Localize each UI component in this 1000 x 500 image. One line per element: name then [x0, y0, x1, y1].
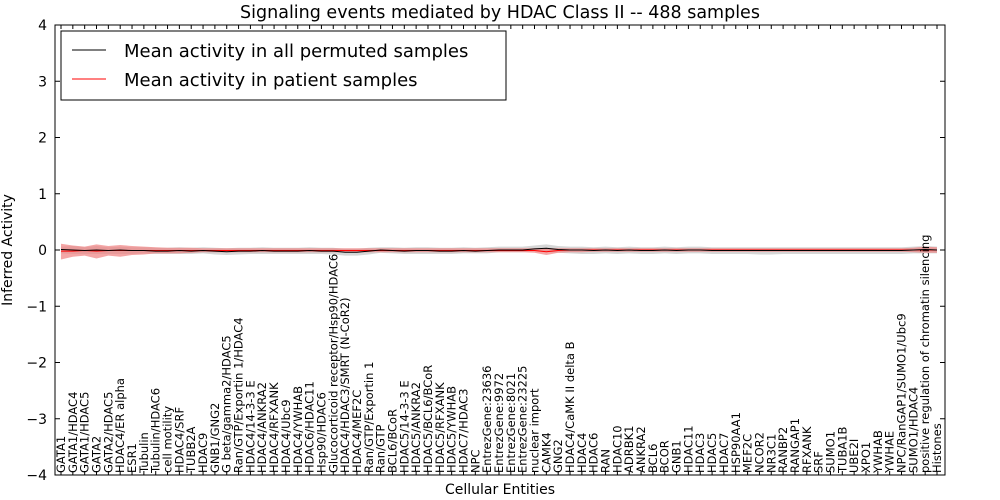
x-axis-label: Cellular Entities [445, 482, 555, 498]
entity-label: HDAC6 [587, 433, 601, 473]
y-tick-label: −4 [26, 468, 47, 484]
entity-label: HDAC3 [693, 433, 707, 473]
entity-label: cell motility [161, 406, 175, 473]
y-tick-label: 3 [38, 74, 47, 90]
entity-label: nuclear import [528, 388, 542, 473]
legend-label-permuted: Mean activity in all permuted samples [124, 41, 468, 62]
entity-label: HDAC5/YWHAB [445, 386, 459, 473]
entity-label: EntrezGene:8021 [504, 373, 518, 473]
entity-label: HDAC4/CaMK II delta B [563, 341, 577, 473]
entity-label: ANKRA2 [634, 426, 648, 473]
entity-label: SUMO1 [823, 431, 837, 473]
entity-label: HDAC5/14-3-3 E [397, 380, 411, 473]
entity-label: HDAC4/Ubc9 [279, 399, 293, 473]
entity-label: HDAC4/MEF2C [350, 390, 364, 473]
entity-label: EntrezGene:9972 [492, 373, 506, 473]
entity-label: NCOR2 [752, 432, 766, 473]
legend-box [60, 30, 507, 101]
permuted-mean-line [60, 247, 938, 253]
entity-label: BCL6 [646, 444, 660, 473]
entity-label: HDAC7/HDAC3 [456, 389, 470, 474]
entity-label: TUBB2A [184, 426, 198, 474]
entity-label: GATA2 [90, 436, 104, 473]
entity-label: HDAC5 [705, 433, 719, 473]
entity-label: EntrezGene:23636 [480, 366, 494, 473]
entity-label: HDAC9 [196, 433, 210, 473]
entity-label: HDAC11 [681, 425, 695, 473]
legend: Mean activity in all permuted samples Me… [60, 30, 507, 101]
y-axis-label: Inferred Activity [0, 194, 16, 306]
y-tick-label: −3 [26, 412, 47, 428]
x-axis: GATA1GATA1/HDAC4GATA1/HDAC5GATA2GATA2/HD… [54, 25, 944, 475]
entity-label: HDAC5/ANKRA2 [409, 382, 423, 473]
entity-label: RANGAP1 [788, 418, 802, 473]
entity-label: NPC [468, 449, 482, 473]
entity-label: ADRBK1 [622, 426, 636, 473]
chart-title: Signaling events mediated by HDAC Class … [240, 3, 760, 23]
entity-label: Histones [930, 423, 944, 473]
entity-label: Hsp90/HDAC6 [314, 392, 328, 473]
entity-label: HDAC7 [717, 433, 731, 473]
entity-label: UBE2I [847, 439, 861, 473]
entity-label: HDAC4/RFXANK [267, 382, 281, 473]
entity-label: GATA1/HDAC4 [66, 392, 80, 473]
entity-label: BCOR [658, 440, 672, 473]
entity-label: HDAC4/YWHAB [291, 386, 305, 473]
entity-label: RAN [599, 449, 613, 473]
y-tick-label: 4 [38, 18, 47, 34]
entity-label: MEF2C [741, 434, 755, 473]
y-tick-label: 2 [38, 131, 47, 147]
entity-label: HDAC5/RFXANK [433, 382, 447, 473]
y-axis: −4 −3 −2 −1 0 1 2 3 4 [26, 18, 945, 484]
entity-label: XPO1 [859, 442, 873, 473]
entity-label: NR3C1 [764, 434, 778, 473]
entity-label: CAMK4 [539, 432, 553, 473]
entity-label: HDAC4 [575, 433, 589, 473]
entity-label: NPC/RanGAP1/SUMO1/Ubc9 [894, 313, 908, 473]
plot-area [60, 243, 938, 260]
entity-label: ESR1 [125, 443, 139, 473]
entity-label: HDAC4/HDAC3/SMRT (N-CoR2) [338, 297, 352, 473]
entity-label: GNG2 [551, 439, 565, 473]
entity-label: HDAC4/SRF [172, 407, 186, 473]
entity-label: YWHAB [871, 430, 885, 474]
entity-label: Glucocorticoid receptor/Hsp90/HDAC6 [326, 254, 340, 473]
entity-label: HDAC10 [610, 425, 624, 473]
entity-label: HDAC5/BCL6/BCoR [421, 365, 435, 473]
entity-label: GATA1/HDAC5 [78, 392, 92, 473]
entity-label: Tubulin/HDAC6 [149, 388, 163, 474]
entity-label: GNB1/GNG2 [208, 403, 222, 473]
entity-label: GNB1 [670, 440, 684, 473]
entity-label: positive regulation of chromatin silenci… [918, 235, 932, 473]
y-tick-label: −2 [26, 356, 47, 372]
entity-label: Tubulin [137, 432, 151, 474]
entity-label: EntrezGene:23225 [516, 366, 530, 473]
entity-label: SUMO1/HDAC4 [906, 387, 920, 473]
entity-label: SRF [812, 451, 826, 473]
y-tick-label: 0 [38, 243, 47, 259]
entity-label: Ran/GTP [374, 425, 388, 473]
entity-label: GATA1 [54, 436, 68, 473]
legend-label-patient: Mean activity in patient samples [124, 70, 418, 91]
y-tick-label: −1 [26, 299, 47, 315]
entity-label: G beta/gamma2/HDAC5 [220, 335, 234, 473]
entity-label: Ran/GTP/Exportin 1 [362, 362, 376, 473]
entity-label: HSP90AA1 [729, 412, 743, 473]
entity-label: Ran/GTP/Exportin 1/HDAC4 [232, 317, 246, 473]
entity-label: TUBA1B [835, 426, 849, 474]
patient-band [61, 243, 937, 260]
entity-label: YWHAE [883, 431, 897, 474]
entity-label: RFXANK [800, 426, 814, 473]
y-tick-label: 1 [38, 187, 47, 203]
entity-label: RANBP2 [776, 427, 790, 473]
entity-label: HDAC4/14-3-3 E [243, 380, 257, 473]
entity-label: GATA2/HDAC5 [101, 392, 115, 473]
entity-label: BCL6/BCoR [385, 409, 399, 473]
entity-label: HDAC6/HDAC11 [303, 381, 317, 473]
entity-label: HDAC4/ER alpha [113, 378, 127, 473]
entity-label: HDAC4/ANKRA2 [255, 382, 269, 473]
